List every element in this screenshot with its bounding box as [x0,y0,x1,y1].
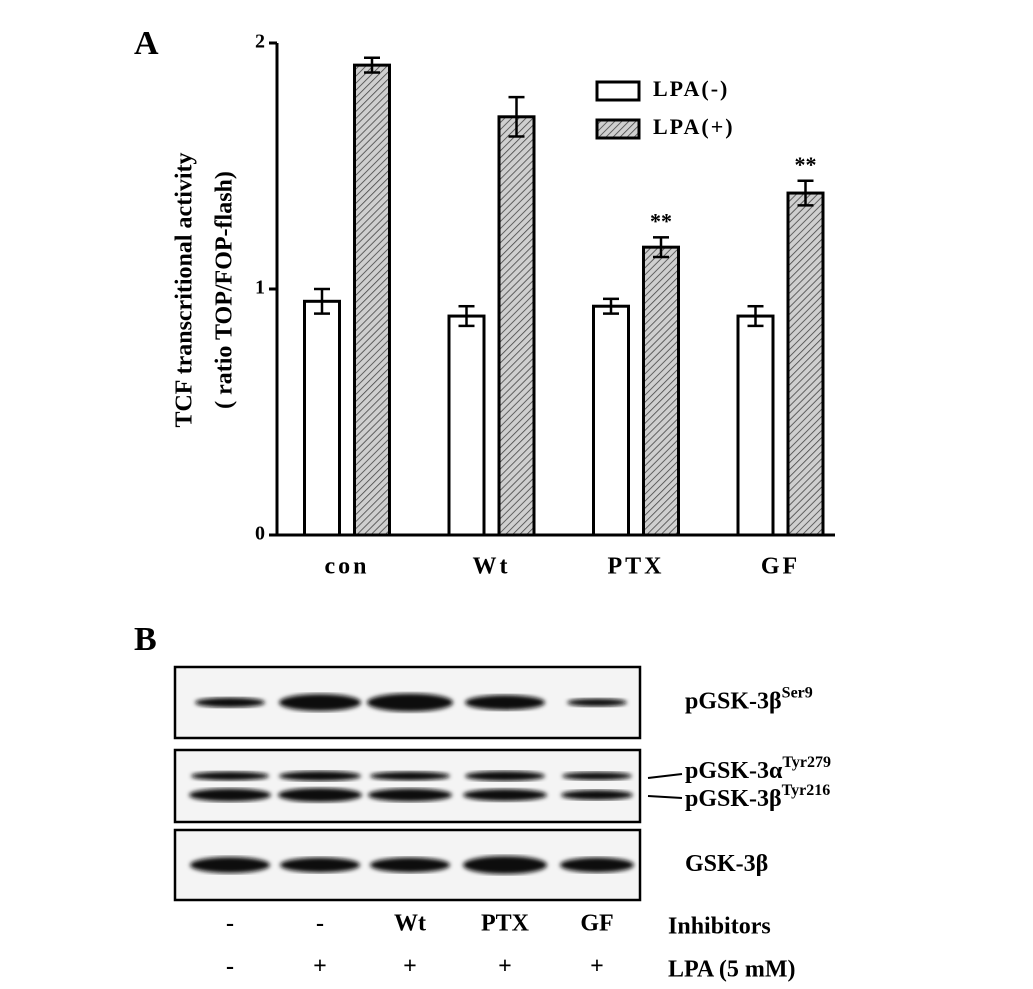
error-bar [603,297,619,315]
blot-band [279,694,361,711]
blot-band [190,857,270,873]
bar [786,191,825,537]
blot-band [278,788,362,802]
blot-band [191,771,269,781]
blot-label-text: pGSK-3β [685,688,782,714]
blot-label: GSK-3β [685,851,768,877]
blot-label-text: pGSK-3β [685,786,782,812]
error-bar [747,304,764,328]
row-label: LPA (5 mM) [668,957,796,983]
legend-label: LPA(+) [653,114,735,139]
bar [353,63,391,537]
y-tick-label: 0 [255,523,265,545]
x-tick-label: con [325,554,370,580]
error-bar [364,56,380,74]
blot-band [280,857,360,873]
y-tick-label: 1 [255,277,265,299]
y-axis-label: TCF transcritional activity [172,152,198,427]
error-bar [797,179,814,207]
blot-label-sup: Tyr279 [782,754,831,771]
bar [592,304,630,537]
panel-label: B [134,621,157,658]
lane-condition: PTX [481,911,530,937]
lane-condition: + [403,954,417,980]
significance-label: ** [650,208,672,233]
significance-label: ** [795,152,817,177]
blot-band [560,857,634,873]
label-pointer [647,773,683,779]
blot-band [465,695,545,710]
bar [303,299,341,537]
blot-label: pGSK-3βSer9 [685,684,813,714]
lane-condition: - [226,954,234,980]
blot-band [465,771,545,781]
lane-condition: - [226,911,234,937]
error-bar [508,95,525,138]
blot-band [189,788,271,802]
blot-label-text: pGSK-3α [685,758,783,784]
blot-label-text: GSK-3β [685,851,768,877]
legend-label: LPA(-) [653,76,729,101]
blot-band [562,772,632,780]
bar [497,115,536,537]
row-label: Inhibitors [668,914,771,940]
error-bar [314,287,330,315]
blot-band [567,698,627,707]
lane-condition: GF [580,911,613,937]
blot-band [370,857,450,873]
legend-swatch [595,80,641,102]
lane-condition: + [590,954,604,980]
blot-band [463,856,547,874]
lane-condition: - [316,911,324,937]
blot-band [561,790,633,800]
blot-band [370,771,450,781]
blot-label-sup: Tyr216 [782,782,831,799]
blot-label: pGSK-3βTyr216 [685,782,830,812]
lane-condition: + [498,954,512,980]
blot-frame [173,748,642,824]
y-tick-label: 2 [255,31,265,53]
blot-band [368,788,452,802]
y-axis-label: ( ratio TOP/FOP-flash) [212,171,238,409]
label-pointer [647,795,683,799]
bar [447,314,486,537]
blot-band [367,693,453,712]
bar [642,245,680,537]
error-bar [653,236,669,259]
x-tick-label: GF [761,554,800,580]
blot-label-sup: Ser9 [782,684,813,701]
legend-swatch [595,118,641,140]
x-tick-label: Wt [473,554,511,580]
blot-band [463,789,547,801]
blot-band [279,771,361,781]
panel-label: A [134,25,159,62]
lane-condition: Wt [394,911,426,937]
blot-band [195,697,265,708]
x-tick-label: PTX [608,554,665,580]
lane-condition: + [313,954,327,980]
bar [736,314,775,537]
blot-label: pGSK-3αTyr279 [685,754,831,784]
error-bar [458,304,475,328]
